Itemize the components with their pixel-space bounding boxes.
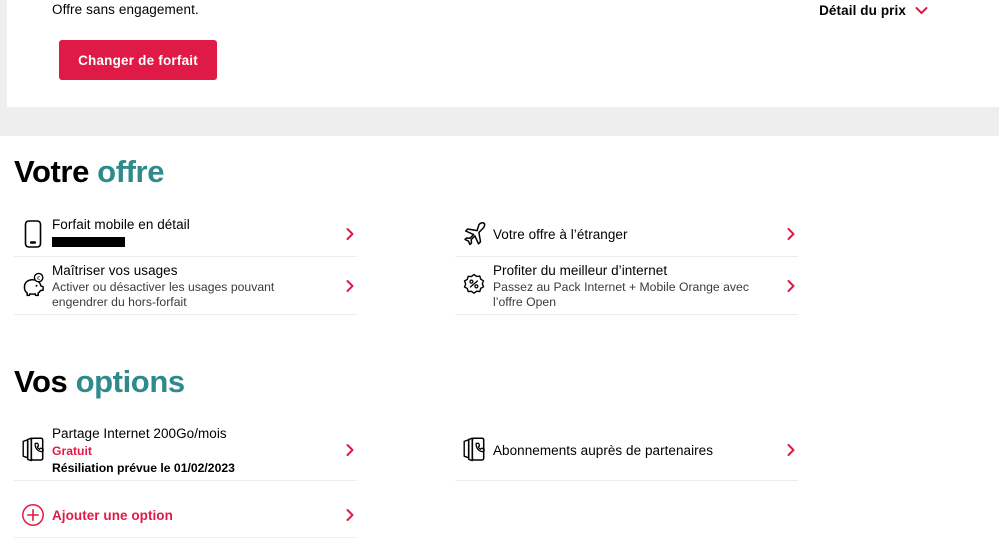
airplane-icon bbox=[455, 215, 493, 253]
chevron-right-icon bbox=[346, 228, 354, 240]
price-detail-label: Détail du prix bbox=[819, 3, 906, 18]
list-item-body: Maîtriser vos usages Activer ou désactiv… bbox=[52, 262, 357, 310]
list-item-title: Forfait mobile en détail bbox=[52, 217, 190, 232]
list-item-body: Abonnements auprès de partenaires bbox=[493, 442, 798, 459]
option-price: Gratuit bbox=[52, 443, 92, 458]
list-item-title: Maîtriser vos usages bbox=[52, 262, 178, 278]
subscription-cards-icon bbox=[14, 431, 52, 469]
piggy-bank-euro-icon: € bbox=[14, 267, 52, 305]
plan-summary-card: Offre sans engagement. Détail du prix Ch… bbox=[7, 0, 999, 107]
list-item-body: Partage Internet 200Go/mois Gratuit Rési… bbox=[52, 425, 357, 476]
list-item-body: Votre offre à l’étranger bbox=[493, 226, 798, 243]
list-item-title: Abonnements auprès de partenaires bbox=[493, 442, 714, 458]
smartphone-icon bbox=[14, 215, 52, 253]
page-title-votre-offre: Votre offre bbox=[14, 154, 164, 190]
section-title-accent: offre bbox=[97, 154, 165, 189]
offer-list-left: Forfait mobile en détail € Maîtriser vos… bbox=[14, 212, 357, 315]
list-item-body: Forfait mobile en détail bbox=[52, 216, 357, 252]
options-list-right: Abonnements auprès de partenaires bbox=[455, 420, 798, 481]
list-item-maitriser-usages[interactable]: € Maîtriser vos usages Activer ou désact… bbox=[14, 257, 357, 315]
list-item-meilleur-internet[interactable]: Profiter du meilleur d’internet Passez a… bbox=[455, 257, 798, 315]
section-title-word: Vos bbox=[14, 364, 68, 399]
add-option-label: Ajouter une option bbox=[52, 507, 173, 523]
offer-list-right: Votre offre à l’étranger Profiter du mei… bbox=[455, 212, 798, 315]
list-item-subtitle: Activer ou désactiver les usages pouvant… bbox=[52, 279, 275, 309]
chevron-right-icon bbox=[346, 444, 354, 456]
list-item-title: Partage Internet 200Go/mois bbox=[52, 425, 227, 441]
section-title-accent: options bbox=[75, 364, 186, 399]
list-item-title: Votre offre à l’étranger bbox=[493, 226, 628, 242]
change-plan-button[interactable]: Changer de forfait bbox=[59, 40, 217, 80]
chevron-right-icon bbox=[346, 279, 354, 292]
offer-and-options-panel: Votre offre Forfait mobile en détail bbox=[0, 136, 999, 559]
chevron-right-icon bbox=[787, 279, 795, 292]
plus-circle-icon bbox=[14, 496, 52, 534]
list-item-forfait-mobile[interactable]: Forfait mobile en détail bbox=[14, 212, 357, 257]
commitment-note: Offre sans engagement. bbox=[52, 2, 199, 17]
section-title-word: Votre bbox=[14, 154, 89, 189]
option-termination-date: Résiliation prévue le 01/02/2023 bbox=[52, 460, 235, 475]
chevron-right-icon bbox=[346, 509, 354, 521]
redacted-value bbox=[52, 237, 125, 247]
section-separator-band bbox=[0, 107, 999, 136]
add-option-button[interactable]: Ajouter une option bbox=[14, 493, 357, 538]
list-item-subtitle: Passez au Pack Internet + Mobile Orange … bbox=[493, 279, 749, 309]
subscription-cards-icon bbox=[455, 431, 493, 469]
chevron-right-icon bbox=[787, 444, 795, 456]
price-detail-toggle[interactable]: Détail du prix bbox=[819, 3, 928, 18]
svg-text:€: € bbox=[37, 276, 41, 282]
chevron-right-icon bbox=[787, 228, 795, 240]
options-list-left: Partage Internet 200Go/mois Gratuit Rési… bbox=[14, 420, 357, 538]
list-item-partage-internet[interactable]: Partage Internet 200Go/mois Gratuit Rési… bbox=[14, 420, 357, 481]
list-item-title: Profiter du meilleur d’internet bbox=[493, 262, 668, 278]
discount-badge-icon bbox=[455, 267, 493, 305]
list-item-offre-etranger[interactable]: Votre offre à l’étranger bbox=[455, 212, 798, 257]
page-title-vos-options: Vos options bbox=[14, 364, 185, 400]
list-item-body: Profiter du meilleur d’internet Passez a… bbox=[493, 262, 798, 310]
chevron-down-icon bbox=[915, 7, 928, 14]
list-item-abonnements-partenaires[interactable]: Abonnements auprès de partenaires bbox=[455, 420, 798, 481]
